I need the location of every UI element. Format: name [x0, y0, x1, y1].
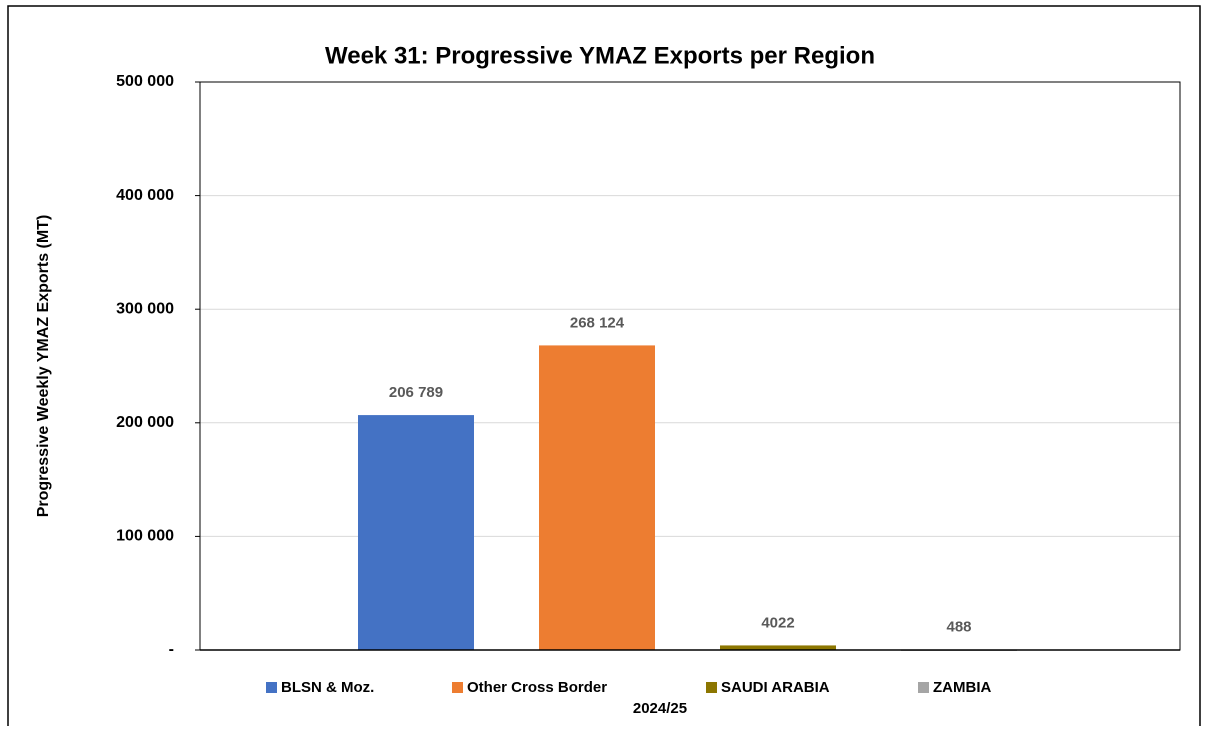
bar — [539, 345, 655, 650]
y-tick-label: 300 000 — [116, 300, 174, 317]
bar — [358, 415, 474, 650]
y-tick-label: 100 000 — [116, 528, 174, 545]
y-tick-label: 500 000 — [116, 73, 174, 90]
legend-label: SAUDI ARABIA — [721, 679, 830, 696]
data-label: 268 124 — [570, 314, 625, 331]
data-label: 206 789 — [389, 384, 443, 401]
y-axis-title: Progressive Weekly YMAZ Exports (MT) — [35, 215, 52, 518]
legend-swatch — [918, 682, 929, 693]
data-label: 488 — [946, 618, 971, 635]
chart-title: Week 31: Progressive YMAZ Exports per Re… — [325, 42, 875, 69]
legend-swatch — [452, 682, 463, 693]
bar — [720, 645, 836, 650]
y-tick-label: 400 000 — [116, 187, 174, 204]
legend-swatch — [706, 682, 717, 693]
legend-label: Other Cross Border — [467, 679, 607, 696]
legend-label: BLSN & Moz. — [281, 679, 374, 696]
legend-label: ZAMBIA — [933, 679, 991, 696]
y-tick-label: 200 000 — [116, 414, 174, 431]
data-label: 4022 — [761, 614, 794, 631]
legend-swatch — [266, 682, 277, 693]
x-tick-label: 2024/25 — [633, 700, 687, 717]
y-tick-label: - — [169, 641, 174, 658]
